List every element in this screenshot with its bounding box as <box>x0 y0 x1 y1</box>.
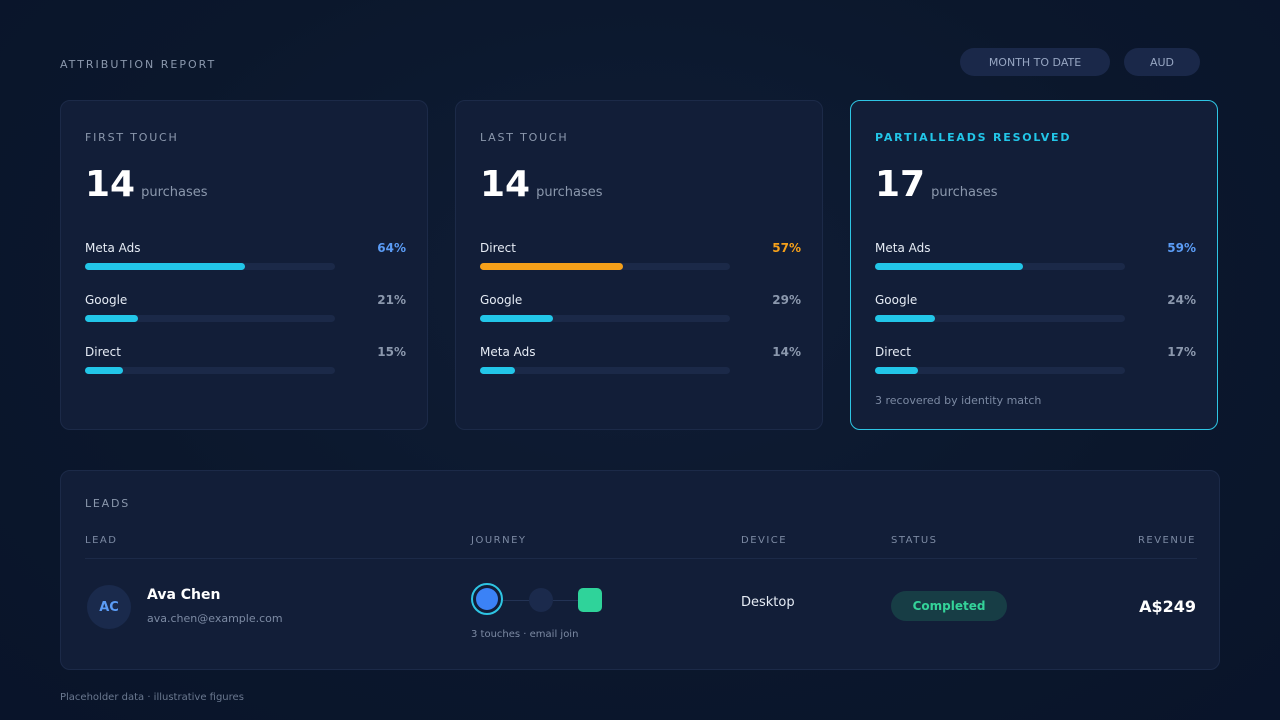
share-bar-fill <box>480 315 553 322</box>
channel-row: Meta Ads 14% <box>480 345 801 375</box>
purchase-count: 17 purchases <box>875 165 998 205</box>
report-title: ATTRIBUTION REPORT <box>60 58 217 71</box>
share-bar-fill <box>85 367 123 374</box>
share-bar-track <box>85 315 335 322</box>
lead-email: ava.chen@example.com <box>147 612 283 625</box>
purchase-count-unit: purchases <box>141 185 208 200</box>
share-bar-track <box>875 263 1125 270</box>
share-bar-track <box>875 367 1125 374</box>
purchase-count: 14 purchases <box>480 165 603 205</box>
channel-percent: 24% <box>1167 293 1196 307</box>
share-bar-fill <box>85 315 138 322</box>
share-bar-fill <box>480 367 515 374</box>
share-bar-fill <box>875 315 935 322</box>
channel-label: Google <box>875 293 918 307</box>
channel-percent: 14% <box>772 345 801 359</box>
journey-conversion-icon <box>578 588 602 612</box>
channel-label: Direct <box>875 345 911 359</box>
purchase-count-value: 17 <box>875 164 926 205</box>
channel-row: Direct 57% <box>480 241 801 271</box>
status-badge: Completed <box>891 591 1007 621</box>
purchase-count-value: 14 <box>85 164 136 205</box>
card-title: LAST TOUCH <box>480 131 569 144</box>
first-touch-card: FIRST TOUCH 14 purchases Meta Ads 64% Go… <box>60 100 428 430</box>
purchase-count-value: 14 <box>480 164 531 205</box>
avatar: AC <box>87 585 131 629</box>
share-bar-track <box>85 367 335 374</box>
channel-percent: 21% <box>377 293 406 307</box>
channel-label: Meta Ads <box>480 345 536 359</box>
share-bar-fill <box>875 367 918 374</box>
share-bar-track <box>875 315 1125 322</box>
share-bar-track <box>480 263 730 270</box>
date-range-button[interactable]: MONTH TO DATE <box>960 48 1110 76</box>
column-header-journey[interactable]: JOURNEY <box>471 535 527 546</box>
share-bar-track <box>480 367 730 374</box>
column-header-lead[interactable]: LEAD <box>85 535 118 546</box>
lead-name[interactable]: Ava Chen <box>147 587 221 603</box>
journey-caption: 3 touches · email join <box>471 629 579 640</box>
journey-connector <box>553 600 578 601</box>
channel-label: Google <box>85 293 128 307</box>
channel-label: Google <box>480 293 523 307</box>
channel-label: Direct <box>85 345 121 359</box>
currency-button[interactable]: AUD <box>1124 48 1200 76</box>
card-title: PARTIALLEADS RESOLVED <box>875 131 1072 144</box>
leads-panel: LEADS LEAD JOURNEY DEVICE STATUS REVENUE… <box>60 470 1220 670</box>
share-bar-fill <box>875 263 1023 270</box>
channel-percent: 29% <box>772 293 801 307</box>
journey-touch-first-icon <box>471 583 503 615</box>
share-bar-fill <box>85 263 245 270</box>
card-title: FIRST TOUCH <box>85 131 179 144</box>
channel-row: Direct 15% <box>85 345 406 375</box>
journey-touch-middle-icon <box>529 588 553 612</box>
channel-label: Direct <box>480 241 516 255</box>
share-bar-track <box>85 263 335 270</box>
channel-row: Google 29% <box>480 293 801 323</box>
channel-row: Meta Ads 64% <box>85 241 406 271</box>
identity-match-note: 3 recovered by identity match <box>875 394 1042 407</box>
channel-label: Meta Ads <box>875 241 931 255</box>
purchase-count-unit: purchases <box>931 185 998 200</box>
column-header-status[interactable]: STATUS <box>891 535 938 546</box>
revenue-value: A$249 <box>1139 597 1196 616</box>
channel-percent: 17% <box>1167 345 1196 359</box>
header-divider <box>85 558 1197 559</box>
purchase-count: 14 purchases <box>85 165 208 205</box>
footer-note: Placeholder data · illustrative figures <box>60 692 244 703</box>
column-header-revenue[interactable]: REVENUE <box>1137 535 1196 546</box>
purchase-count-unit: purchases <box>536 185 603 200</box>
journey-timeline[interactable] <box>471 583 611 619</box>
resolved-card: PARTIALLEADS RESOLVED 17 purchases Meta … <box>850 100 1218 430</box>
channel-percent: 15% <box>377 345 406 359</box>
share-bar-track <box>480 315 730 322</box>
channel-percent: 59% <box>1167 241 1196 255</box>
channel-label: Meta Ads <box>85 241 141 255</box>
share-bar-fill <box>480 263 623 270</box>
device-value: Desktop <box>741 595 795 610</box>
channel-row: Google 24% <box>875 293 1196 323</box>
journey-connector <box>503 600 529 601</box>
last-touch-card: LAST TOUCH 14 purchases Direct 57% Googl… <box>455 100 823 430</box>
channel-row: Direct 17% <box>875 345 1196 375</box>
leads-title: LEADS <box>85 497 131 510</box>
channel-row: Meta Ads 59% <box>875 241 1196 271</box>
channel-percent: 64% <box>377 241 406 255</box>
channel-row: Google 21% <box>85 293 406 323</box>
channel-percent: 57% <box>772 241 801 255</box>
column-header-device[interactable]: DEVICE <box>741 535 788 546</box>
